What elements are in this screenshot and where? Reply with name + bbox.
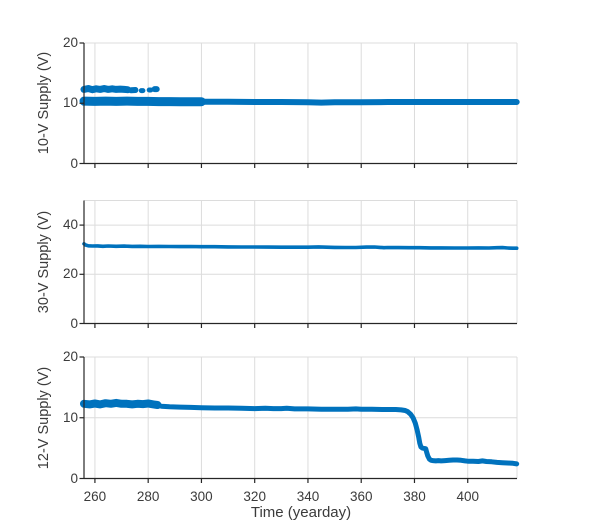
x-tick-label: 400 [456, 488, 479, 504]
trace-main-line [81, 401, 520, 467]
trace-main-line [82, 242, 519, 250]
x-tick-label: 280 [136, 488, 160, 504]
y-tick-label: 20 [62, 35, 78, 50]
x-tick-label: 340 [296, 488, 320, 504]
trace-upper-cluster [80, 85, 132, 94]
y-tick-label: 40 [62, 217, 78, 233]
x-tick-label: 300 [190, 488, 213, 504]
x-tick-label: 380 [403, 488, 426, 504]
xlabel: Time (yearday) [250, 504, 352, 521]
y-tick-label: 10 [62, 409, 78, 425]
x-tick-label: 360 [349, 488, 373, 504]
x-tick-label: 320 [243, 488, 266, 504]
x-tick-label: 260 [83, 488, 107, 504]
y-tick-label: 0 [70, 155, 78, 171]
trace-early-noise-band [79, 96, 206, 107]
y-tick-label: 20 [62, 349, 78, 364]
y-tick-label: 0 [70, 470, 78, 486]
y-tick-label: 20 [62, 266, 78, 282]
y-tick-label: 0 [70, 315, 78, 331]
y-tick-label: 10 [62, 95, 78, 111]
